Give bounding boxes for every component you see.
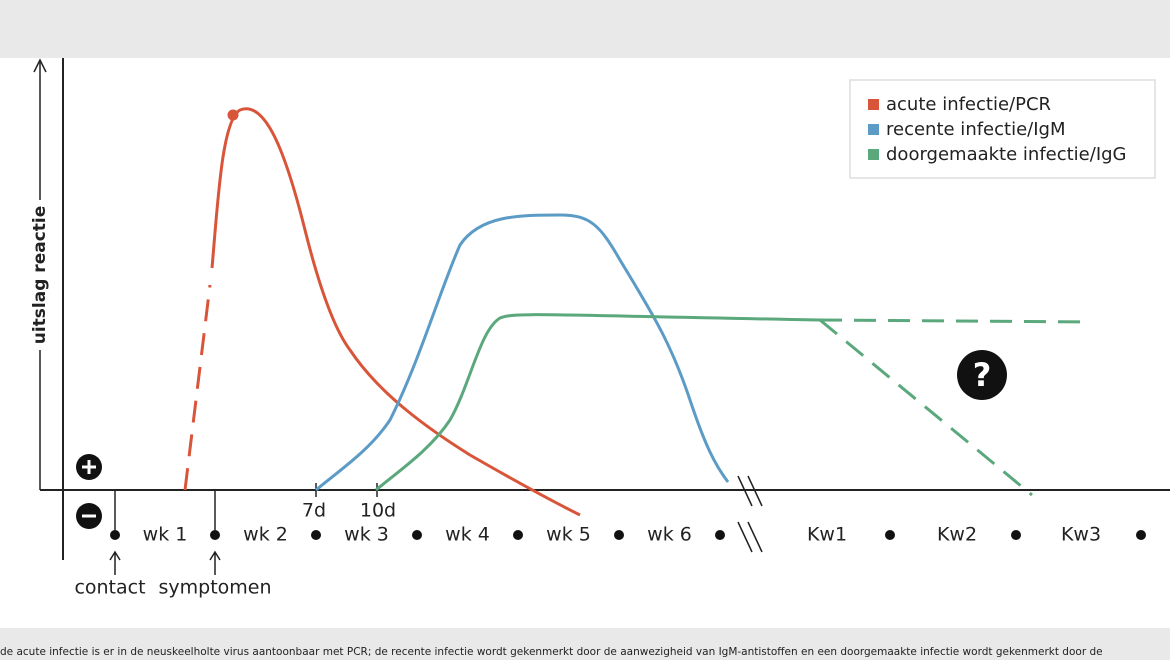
timeline-dot [715,530,725,540]
label-bg [28,200,52,350]
timeline-dot [885,530,895,540]
axis-break [737,475,763,507]
timeline-dot [210,530,220,540]
igm-curve [315,213,730,492]
event-arrow [109,550,121,575]
week-label: wk 6 [647,524,692,546]
later-week-label: Kw2 [937,524,977,546]
plus-sign [82,460,96,474]
day-label: 10d [360,500,396,522]
week-label: wk 5 [546,524,591,546]
legend-swatch [868,124,879,135]
timeline-dot [513,530,523,540]
pcr-peak [227,109,239,121]
timeline-dot [1136,530,1146,540]
legend-label: recente infectie/IgM [886,119,1066,140]
axis-label: uitslag reactie [30,206,50,345]
event-label: contact [74,577,145,599]
later-week-label: Kw1 [807,524,847,546]
legend-swatch [868,99,879,110]
event-arrow [209,550,221,575]
legend [849,79,1156,179]
timeline-dot [311,530,321,540]
diagram: uitslag reactie contact symptomen 7d 10d… [0,58,1170,628]
question-icon [957,350,1007,400]
week-label: wk 1 [143,524,188,546]
later-week-label: Kw3 [1061,524,1101,546]
igg-dashed [819,318,1033,497]
caption: de acute infectie is er in de neuskeelho… [0,646,1103,658]
pcr-curve-dashed [183,284,212,491]
legend-swatch [868,149,879,160]
event-label: symptomen [158,577,271,599]
timeline-dot [412,530,422,540]
question-mark: ? [973,356,992,394]
legend-label: acute infectie/PCR [886,94,1051,115]
igg-curve [375,313,821,492]
y-arrow-head [33,58,47,73]
axis-break [737,521,763,553]
day-label: 7d [302,500,326,522]
timeline-dot [1011,530,1021,540]
week-label: wk 3 [344,524,389,546]
week-label: wk 2 [243,524,288,546]
week-label: wk 4 [445,524,490,546]
timeline-dot [614,530,624,540]
igg-dashed [819,318,1091,324]
timeline-dot [110,530,120,540]
legend-label: doorgemaakte infectie/IgG [886,144,1127,165]
